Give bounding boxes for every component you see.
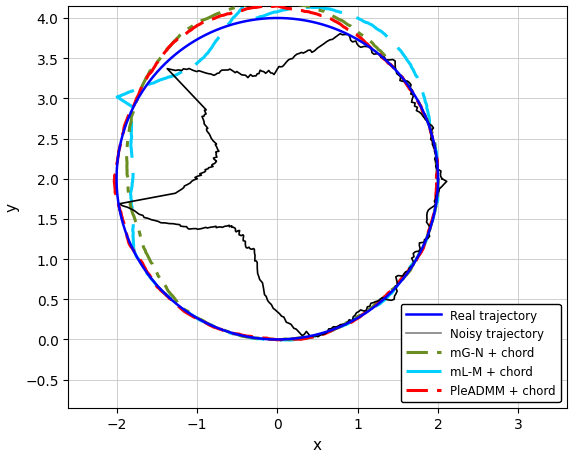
Legend: Real trajectory, Noisy trajectory, mG-N + chord, mL-M + chord, PleADMM + chord: Real trajectory, Noisy trajectory, mG-N …	[401, 304, 561, 402]
X-axis label: x: x	[313, 437, 322, 452]
Y-axis label: y: y	[5, 203, 20, 212]
